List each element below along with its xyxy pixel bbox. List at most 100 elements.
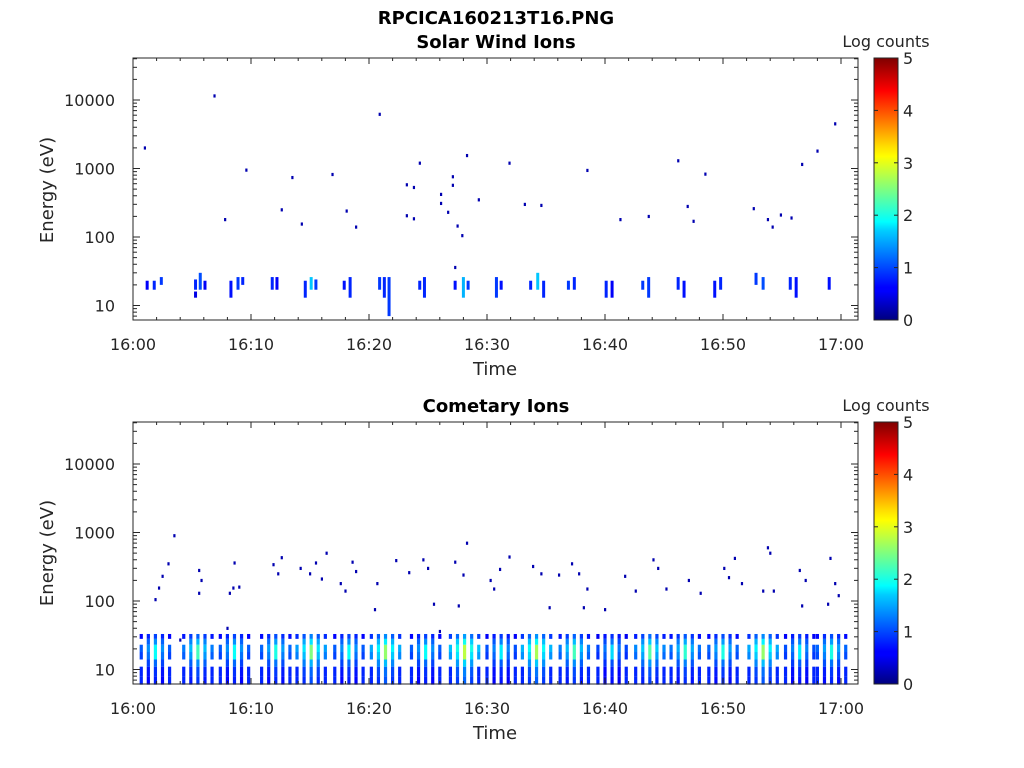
heatmap-cell [837, 633, 841, 639]
heatmap-cell [728, 633, 732, 639]
heatmap-pixel [226, 626, 229, 630]
heatmap-cell [333, 652, 337, 660]
heatmap-pixel [829, 556, 832, 561]
heatmap-cell [527, 659, 532, 667]
heatmap-cell [383, 638, 388, 645]
heatmap-pixel [508, 161, 511, 165]
heatmap-cell [361, 652, 365, 660]
panel-title-solar-wind: Solar Wind Ions [416, 32, 575, 53]
heatmap-cell [409, 676, 414, 685]
heatmap-cell [735, 666, 739, 677]
heatmap-cell [267, 659, 271, 667]
heatmap-cell [485, 652, 489, 660]
heatmap-pixel [198, 568, 201, 573]
heatmap-cell [281, 644, 285, 653]
heatmap-cell [683, 638, 687, 645]
heatmap-cell [634, 652, 638, 660]
heatmap-cell [542, 644, 546, 653]
heatmap-cell [728, 676, 732, 685]
heatmap-cell [196, 644, 200, 653]
heatmap-cell [527, 638, 532, 645]
heatmap-cell [783, 676, 788, 685]
heatmap-cell [579, 633, 583, 639]
heatmap-cell [333, 644, 337, 653]
x-tick-label: 16:10 [228, 699, 274, 718]
heatmap-pixel [837, 594, 840, 598]
y-axis-label-cometary: Energy (eV) [37, 500, 58, 606]
heatmap-cell [513, 676, 517, 685]
heatmap-cell [239, 652, 244, 660]
heatmap-pixel [280, 208, 283, 212]
heatmap-column [610, 280, 614, 298]
heatmap-pixel [769, 551, 772, 555]
heatmap-column [342, 280, 346, 290]
heatmap-pixel [752, 207, 755, 211]
heatmap-column [761, 277, 765, 290]
heatmap-cell [182, 644, 186, 653]
heatmap-cell [815, 652, 819, 660]
heatmap-cell [409, 644, 414, 653]
heatmap-cell [247, 652, 251, 660]
heatmap-cell [558, 666, 562, 677]
heatmap-cell [153, 652, 158, 660]
heatmap-cell [721, 638, 725, 645]
heatmap-cell [697, 676, 701, 685]
heatmap-pixel [314, 561, 318, 565]
heatmap-pixel [816, 149, 819, 153]
heatmap-cell [409, 652, 414, 660]
heatmap-cell [455, 633, 460, 639]
heatmap-column [194, 291, 198, 298]
heatmap-cell [506, 676, 510, 685]
heatmap-cell [323, 633, 327, 639]
heatmap-cell [805, 652, 809, 660]
heatmap-cell [302, 666, 306, 677]
colorbar-label-solar-wind: Log counts [842, 32, 929, 51]
heatmap-cell [431, 638, 435, 645]
heatmap-cell [791, 638, 795, 645]
heatmap-column [499, 280, 503, 290]
heatmap-cell [376, 676, 381, 685]
heatmap-cell [669, 676, 673, 685]
heatmap-cell [697, 666, 701, 677]
heatmap-cell [424, 633, 428, 639]
heatmap-cell [714, 638, 718, 645]
heatmap-cell [203, 676, 207, 685]
heatmap-cell [822, 676, 827, 685]
heatmap-pixel [801, 162, 804, 167]
heatmap-cell [655, 652, 659, 660]
heatmap-cell [274, 652, 278, 660]
y-tick-label: 10 [95, 297, 115, 316]
heatmap-cell [534, 638, 539, 645]
heatmap-cell [634, 676, 638, 685]
colorbar-tick-label: 1 [903, 623, 913, 642]
heatmap-cell [347, 676, 351, 685]
heatmap-cell [288, 644, 292, 653]
heatmap-column [641, 280, 645, 290]
heatmap-cell [383, 652, 388, 660]
panel-solar-wind: Solar Wind Ions Energy (eV) Time 16:00 16… [37, 32, 930, 380]
heatmap-column [348, 277, 352, 298]
heatmap-pixel [228, 591, 231, 595]
heatmap-cell [572, 644, 576, 653]
heatmap-cell [754, 676, 758, 685]
heatmap-cell [225, 659, 229, 667]
heatmap-cell [499, 633, 503, 639]
heatmap-cell [527, 644, 532, 653]
heatmap-cell [761, 638, 765, 645]
heatmap-cell [196, 659, 200, 667]
heatmap-cell [690, 659, 694, 667]
heatmap-cell [829, 676, 834, 685]
heatmap-cell [783, 666, 788, 677]
heatmap-cell [470, 652, 474, 660]
heatmap-cell [596, 676, 600, 685]
heatmap-cell [182, 652, 186, 660]
heatmap-cell [542, 666, 546, 677]
heatmap-cell [383, 666, 388, 677]
heatmap-cell [586, 633, 591, 639]
heatmap-cell [714, 652, 718, 660]
heatmap-cell [579, 659, 583, 667]
heatmap-cell [534, 652, 539, 660]
heatmap-cell [139, 652, 143, 660]
heatmap-cell [416, 666, 421, 677]
heatmap-cell [448, 666, 453, 677]
